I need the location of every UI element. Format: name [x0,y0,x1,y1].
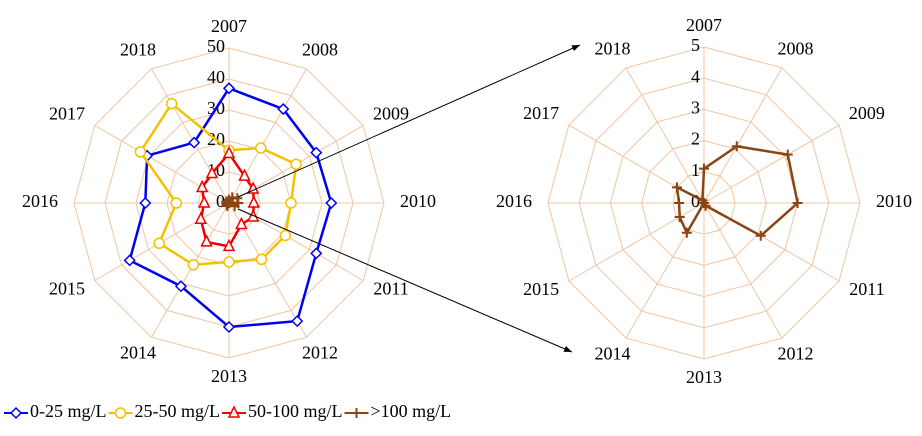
data-point [310,146,323,159]
data-point [277,102,290,116]
category-label: 2018 [120,40,156,60]
data-point [671,182,682,193]
data-point [123,254,136,267]
grid-spoke [568,202,705,282]
data-point [792,198,803,208]
data-point [9,406,23,420]
data-point [134,146,147,158]
data-point [279,229,292,242]
r-tick-label: 2 [691,129,700,149]
category-label: 2007 [686,15,722,35]
category-label: 2016 [22,191,58,211]
data-point [697,195,708,206]
data-point [238,168,251,181]
legend-label: 25-50 mg/L [135,401,221,421]
data-point [222,82,236,95]
data-point [681,227,692,238]
grid-spoke [625,67,705,204]
category-label: 2013 [211,366,247,386]
data-point [674,198,685,208]
grid-spoke [151,68,230,204]
category-label: 2010 [400,191,436,211]
data-point [351,408,362,418]
r-tick-label: 40 [207,67,225,87]
data-point [222,320,236,334]
grid-spoke [151,202,230,338]
grid-spoke [703,67,783,204]
data-point [205,165,219,179]
data-point [285,197,297,209]
category-label: 2018 [595,39,631,59]
data-point [247,195,261,208]
r-tick-label: 4 [691,66,700,86]
series-line [128,86,333,329]
category-label: 2009 [849,103,885,123]
category-label: 2011 [373,279,408,299]
data-point [165,97,178,110]
data-point [197,195,211,208]
category-label: 2016 [496,191,532,211]
data-layer: 0-25 mg/L 25-50 mg/L 50-100 mg/L >100 mg/L [4,82,803,421]
r-tick-label: 1 [691,160,700,180]
data-point [187,258,200,271]
category-label: 2013 [686,367,722,387]
data-point [174,280,188,293]
category-label: 2009 [373,104,409,124]
legend-label: >100 mg/L [371,401,452,421]
r-tick-label: 3 [691,98,700,118]
category-label: 2008 [778,39,814,59]
zoom-arrow [237,208,573,353]
category-label: 2007 [211,16,247,36]
data-point [782,149,793,160]
data-point [699,163,709,174]
category-label: 2011 [849,279,884,299]
data-point [223,197,234,208]
data-point [255,253,268,266]
data-point [188,136,201,149]
data-point [223,256,235,268]
category-label: 2017 [523,103,559,123]
category-label: 2014 [120,343,156,363]
data-point [222,145,236,159]
data-point [235,216,248,230]
data-point [227,405,241,418]
grid-layer: 0102030405020072008200920102011201220132… [22,15,912,387]
category-label: 2012 [302,343,338,363]
data-point [195,179,209,193]
category-label: 2010 [876,191,912,211]
grid-spoke [703,124,840,204]
grid-spoke [703,202,783,339]
legend-label: 50-100 mg/L [248,401,343,421]
data-point [325,196,338,210]
data-point [139,196,152,210]
category-label: 2015 [49,279,85,299]
category-label: 2008 [302,40,338,60]
category-label: 2012 [778,344,814,364]
category-label: 2014 [595,344,631,364]
data-point [170,197,183,209]
data-point [200,234,213,247]
data-point [755,230,766,241]
category-label: 2017 [49,104,85,124]
r-tick-label: 5 [691,35,700,55]
data-point [255,142,267,154]
data-point [291,315,304,328]
zoom-arrow [237,44,581,198]
data-point [674,212,685,223]
data-point [153,237,165,250]
data-point [290,158,302,170]
data-point [246,181,260,194]
r-tick-label: 0 [691,191,700,211]
legend-label: 0-25 mg/L [30,401,107,421]
data-point [194,211,208,225]
data-point [731,141,742,152]
r-tick-label: 50 [207,36,225,56]
data-point [310,247,323,260]
category-label: 2015 [523,279,559,299]
r-tick-label: 0 [216,191,225,211]
data-point [222,238,236,252]
data-point [114,407,127,419]
